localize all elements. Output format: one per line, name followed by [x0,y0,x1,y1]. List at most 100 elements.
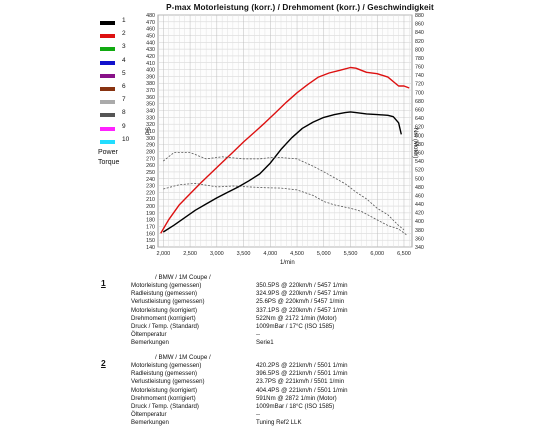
legend-swatch [100,86,115,91]
y-tick-label-left: 170 [146,225,155,231]
legend-item: 5 [96,70,146,83]
power-curve-2 [160,66,410,234]
y-tick-label-right: 580 [415,142,424,148]
y-axis-label-left: PS [146,126,153,136]
result-label: Druck / Temp. (Standard) [131,402,199,410]
result-label: Radleistung (gemessen) [131,290,198,298]
y-tick-label-right: 540 [415,159,424,165]
y-tick-label-left: 310 [146,129,155,135]
y-tick-label-right: 380 [415,228,424,234]
torque-curve-3 [163,152,405,231]
legend-item: 8 [96,109,146,122]
result-value: 522Nm @ 2172 1/min (Motor) [256,314,337,322]
result-value: 337.1PS @ 220km/h / 5457 1/min [256,306,348,314]
y-tick-label-left: 180 [146,218,155,224]
legend-swatch [100,34,115,39]
result-label: Druck / Temp. (Standard) [131,322,199,330]
y-tick-label-right: 860 [415,22,424,28]
x-tick-label: 2,000 [156,251,170,257]
y-tick-label-right: 780 [415,56,424,62]
legend-swatch [100,21,115,25]
result-value: 25.6PS @ 220km/h / 5457 1/min [256,298,345,306]
result-label: Motorleistung (korrigiert) [131,306,198,314]
x-tick-label: 5,500 [344,251,358,257]
y-tick-label-right: 460 [415,193,424,199]
y-tick-label-left: 380 [146,81,155,87]
legend-torque-label: Torque [98,158,120,166]
y-tick-label-right: 700 [415,90,424,96]
result-label: Verlustleistung (gemessen) [131,378,205,386]
y-tick-label-left: 440 [146,40,155,46]
result-value: 404.4PS @ 221km/h / 5501 1/min [256,386,348,394]
y-tick-label-left: 350 [146,102,155,108]
y-tick-label-right: 500 [415,176,424,182]
result-2-number: 2 [101,358,106,368]
legend-number: 7 [122,96,126,104]
legend-number: 3 [122,43,126,51]
result-value: 1009mBar / 17°C (ISO 1585) [256,322,335,330]
y-tick-label-left: 270 [146,156,155,162]
x-tick-label: 3,000 [210,251,224,257]
y-tick-label-left: 150 [146,238,155,244]
result-value: -- [256,411,261,419]
result-value: Serie1 [256,339,274,347]
legend-item: 4 [96,57,146,70]
result-value: 591Nm @ 2872 1/min (Motor) [256,394,337,402]
y-tick-label-left: 140 [146,245,155,251]
y-tick-label-left: 470 [146,20,155,26]
result-2-heading: / BMW / 1M Coupe / [155,354,211,361]
y-tick-label-left: 450 [146,33,155,39]
y-tick-label-left: 420 [146,54,155,60]
legend-swatch [100,60,115,65]
y-tick-label-right: 620 [415,125,424,131]
y-tick-label-left: 190 [146,211,155,217]
result-value: 324.9PS @ 220km/h / 5457 1/min [256,290,348,298]
chart-legend: 1 2 3 4 5 6 7 8 9 10 Power Torque [96,17,146,169]
result-label: Motorleistung (korrigiert) [131,386,198,394]
result-value: 420.2PS @ 221km/h / 5501 1/min [256,362,348,369]
legend-power-label: Power [98,148,118,156]
y-tick-label-right: 740 [415,73,424,79]
legend-number: 1 [122,17,126,24]
y-tick-label-right: 440 [415,202,424,208]
y-tick-label-left: 390 [146,74,155,80]
legend-number: 10 [122,135,130,143]
y-tick-label-left: 290 [146,143,155,149]
y-tick-label-left: 340 [146,109,155,115]
y-tick-label-left: 400 [146,68,155,74]
y-tick-label-right: 360 [415,236,424,242]
x-tick-label: 6,500 [397,251,411,257]
y-tick-label-right: 340 [415,245,424,251]
y-tick-label-left: 300 [146,136,155,142]
x-tick-label: 4,500 [290,251,304,257]
legend-item: 10 [96,136,146,149]
dyno-chart: 1401501601701801902002102202302402502602… [146,13,424,257]
y-tick-label-right: 840 [415,30,424,36]
legend-swatch [100,47,115,52]
power-curve-1 [162,111,402,233]
legend-number: 9 [122,122,126,130]
x-tick-label: 2,500 [183,251,197,257]
result-value: 350.5PS @ 220km/h / 5457 1/min [256,282,348,289]
legend-item: 2 [96,30,146,43]
y-tick-label-right: 520 [415,168,424,174]
result-label: Drehmoment (korrigiert) [131,314,196,322]
y-tick-label-right: 560 [415,150,424,156]
legend-number: 4 [122,56,126,64]
y-tick-label-right: 720 [415,82,424,88]
result-label: Bemerkungen [131,339,169,347]
y-tick-label-right: 420 [415,211,424,217]
result-label: Motorleistung (gemessen) [131,282,202,289]
result-label: Motorleistung (gemessen) [131,362,202,369]
result-value: -- [256,331,261,339]
result-label: Verlustleistung (gemessen) [131,298,205,306]
y-tick-label-left: 250 [146,170,155,176]
y-tick-label-right: 640 [415,116,424,122]
legend-item: 9 [96,123,146,136]
result-value: 396.5PS @ 221km/h / 5501 1/min [256,370,348,378]
y-tick-label-right: 800 [415,47,424,53]
y-tick-label-left: 230 [146,184,155,190]
legend-item: 7 [96,96,146,109]
result-value: 1009mBar / 18°C (ISO 1585) [256,402,335,410]
y-tick-label-right: 760 [415,65,424,71]
